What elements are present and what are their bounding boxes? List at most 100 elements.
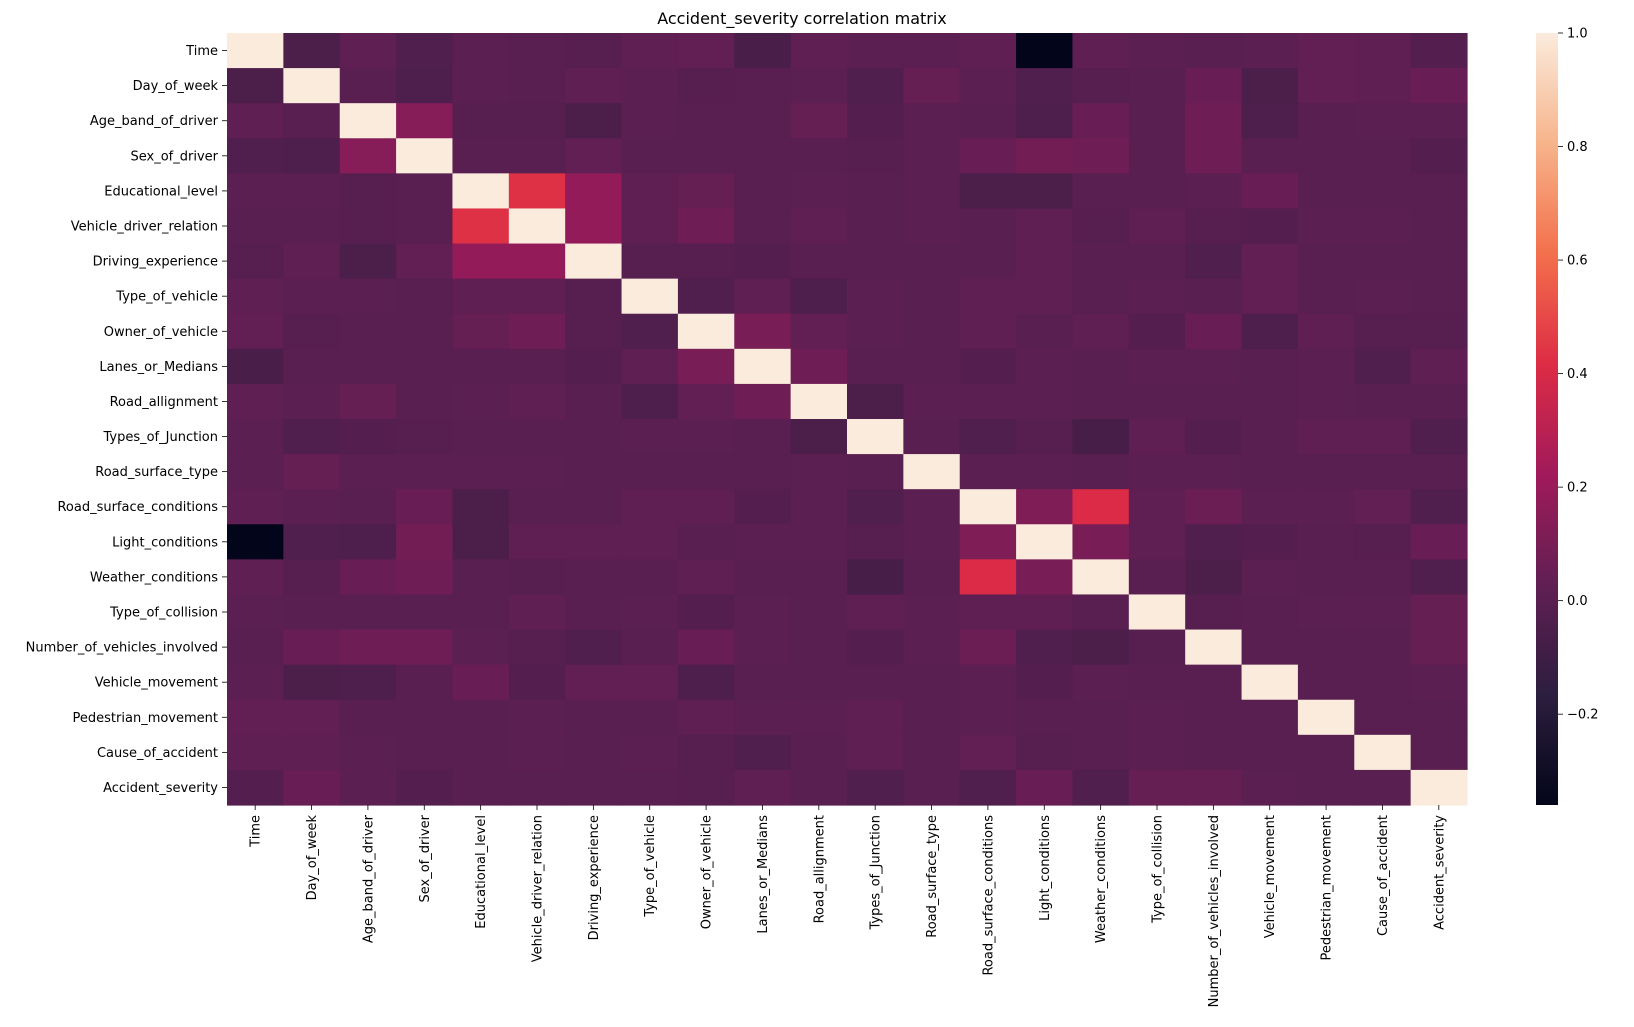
heatmap-cell <box>677 664 735 701</box>
heatmap-cell <box>1241 383 1299 420</box>
heatmap-cell <box>339 138 397 174</box>
heatmap-cell <box>621 103 679 139</box>
heatmap-cell <box>396 313 454 350</box>
x-tick-label: Weather_conditions <box>1094 815 1109 943</box>
heatmap-cell <box>790 769 848 806</box>
heatmap-cell <box>1297 68 1355 104</box>
colorbar-tick-label: 0.0 <box>1567 594 1588 609</box>
heatmap-cell <box>1297 734 1355 771</box>
heatmap-cell <box>508 348 566 385</box>
heatmap-cell <box>734 68 792 104</box>
heatmap-cell <box>677 348 735 385</box>
heatmap-cell <box>959 699 1017 736</box>
heatmap-cell <box>283 208 341 245</box>
heatmap-cell <box>1016 524 1074 560</box>
heatmap-cell <box>1410 419 1468 455</box>
heatmap-cell <box>1354 454 1412 490</box>
x-tick-label: Owner_of_vehicle <box>700 815 715 929</box>
heatmap-cell <box>1072 383 1130 420</box>
heatmap-cell <box>1241 33 1299 69</box>
heatmap-cell <box>677 629 735 666</box>
heatmap-cell <box>677 138 735 174</box>
heatmap-cell <box>847 138 904 174</box>
heatmap-cell <box>508 68 566 104</box>
heatmap-cell <box>847 734 904 771</box>
heatmap-cell <box>508 454 566 490</box>
heatmap-cell <box>903 383 961 420</box>
heatmap-cell <box>677 278 735 315</box>
heatmap-cell <box>1016 699 1074 736</box>
heatmap-cell <box>847 594 904 631</box>
heatmap-cell <box>1354 278 1412 315</box>
heatmap-cell <box>508 313 566 350</box>
heatmap-cell <box>1241 559 1299 596</box>
heatmap-cell <box>508 664 566 701</box>
heatmap-cell <box>1241 629 1299 666</box>
heatmap-cell <box>790 243 848 280</box>
heatmap-cell <box>396 243 454 280</box>
heatmap-cell <box>847 313 904 350</box>
heatmap-cell <box>1297 173 1355 210</box>
heatmap-cell <box>227 68 284 104</box>
heatmap-cell <box>734 383 792 420</box>
heatmap-cell <box>1354 489 1412 525</box>
y-tick-label: Vehicle_driver_relation <box>71 220 218 235</box>
heatmap-cell <box>959 138 1017 174</box>
heatmap-cell <box>1410 208 1468 245</box>
heatmap-cell <box>1128 629 1186 666</box>
heatmap-cell <box>1185 699 1243 736</box>
y-tick-label: Educational_level <box>104 184 218 199</box>
heatmap-cell <box>508 699 566 736</box>
heatmap-cell <box>621 629 679 666</box>
heatmap-cell <box>1128 138 1186 174</box>
heatmap-cell <box>790 208 848 245</box>
heatmap-cell <box>508 419 566 455</box>
heatmap-cell <box>1016 769 1074 806</box>
x-tick-label: Vehicle_movement <box>1263 815 1278 938</box>
heatmap-cell <box>621 243 679 280</box>
heatmap-cell <box>227 243 284 280</box>
heatmap-cell <box>1128 278 1186 315</box>
heatmap-cell <box>1241 734 1299 771</box>
colorbar-tick-label: −0.2 <box>1567 708 1599 723</box>
heatmap-cell <box>396 524 454 560</box>
heatmap-cell <box>1297 103 1355 139</box>
heatmap-cell <box>283 103 341 139</box>
heatmap-cell <box>1185 769 1243 806</box>
heatmap-cell <box>1297 278 1355 315</box>
heatmap-cell <box>227 419 284 455</box>
heatmap-cell <box>734 313 792 350</box>
heatmap-cell <box>734 664 792 701</box>
y-tick-label: Types_of_Junction <box>102 430 218 445</box>
heatmap-cell <box>1185 594 1243 631</box>
heatmap-cell <box>565 278 623 315</box>
heatmap-cell <box>734 734 792 771</box>
heatmap-cell <box>790 454 848 490</box>
heatmap-cell <box>959 489 1017 525</box>
heatmap-cell <box>903 734 961 771</box>
colorbar-tick-label: 0.4 <box>1567 367 1588 382</box>
heatmap-cell <box>1016 278 1074 315</box>
heatmap-cell <box>847 664 904 701</box>
heatmap-cell <box>959 524 1017 560</box>
heatmap-cell <box>677 454 735 490</box>
heatmap-cell <box>227 348 284 385</box>
x-tick-label: Time <box>249 815 264 848</box>
x-tick-label: Road_allignment <box>812 815 827 923</box>
x-tick-label: Type_of_collision <box>1151 815 1166 924</box>
heatmap-cell <box>734 348 792 385</box>
heatmap-cell <box>1410 103 1468 139</box>
heatmap-cell <box>959 68 1017 104</box>
heatmap-cell <box>959 734 1017 771</box>
heatmap-cell <box>565 419 623 455</box>
y-tick-label: Light_conditions <box>112 535 218 550</box>
heatmap-cell <box>283 313 341 350</box>
heatmap-cell <box>508 173 566 210</box>
heatmap-cell <box>508 33 566 69</box>
heatmap-cell <box>508 103 566 139</box>
heatmap-cell <box>1072 489 1130 525</box>
heatmap-cell <box>1297 489 1355 525</box>
heatmap-cell <box>283 173 341 210</box>
heatmap-cell <box>565 68 623 104</box>
